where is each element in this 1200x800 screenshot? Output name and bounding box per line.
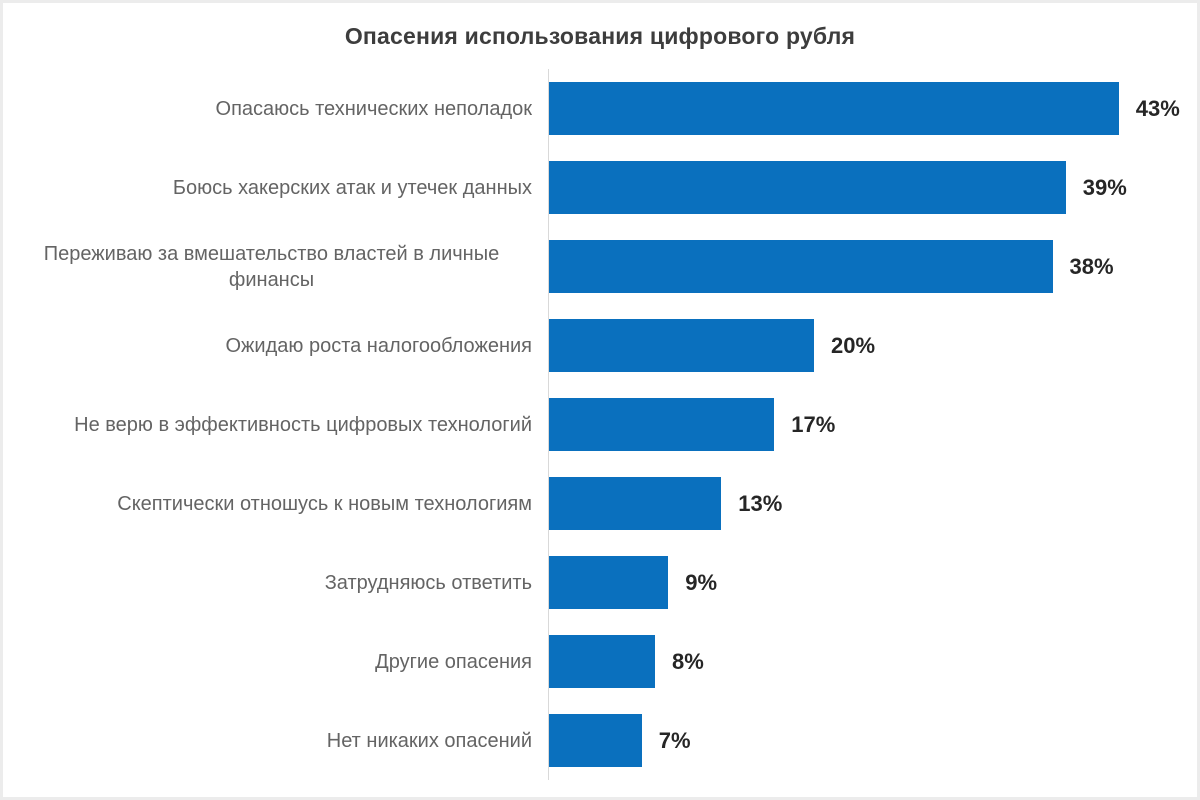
bars-container: Опасаюсь технических неполадок 43% Боюсь х… xyxy=(3,69,1197,780)
category-label-cell: Ожидаю роста налогообложения xyxy=(3,333,548,359)
bar-row: Ожидаю роста налогообложения 20% xyxy=(3,306,1197,385)
value-label: 7% xyxy=(658,727,691,753)
bar-cell: 8% xyxy=(548,622,1197,701)
bar xyxy=(549,398,775,451)
category-label: Затрудняюсь ответить xyxy=(324,571,532,594)
category-label-cell: Затрудняюсь ответить xyxy=(3,570,548,596)
bar-row: Нет никаких опасений 7% xyxy=(3,701,1197,780)
value-label: 43% xyxy=(1135,95,1180,121)
value-label: 39% xyxy=(1082,174,1127,200)
bar xyxy=(549,635,655,688)
bar-cell: 17% xyxy=(548,385,1197,464)
bar-row: Другие опасения 8% xyxy=(3,622,1197,701)
value-label: 20% xyxy=(831,332,876,358)
value-label: 13% xyxy=(738,490,783,516)
category-label-cell: Другие опасения xyxy=(3,649,548,675)
bar xyxy=(549,82,1119,135)
category-label: Ожидаю роста налогообложения xyxy=(225,334,532,357)
bar-row: Опасаюсь технических неполадок 43% xyxy=(3,69,1197,148)
bar-cell: 20% xyxy=(548,306,1197,385)
value-label: 17% xyxy=(791,411,836,437)
category-label: Не верю в эффективность цифровых техноло… xyxy=(74,413,532,436)
bar xyxy=(549,161,1066,214)
category-axis-line xyxy=(548,69,549,780)
value-label: 8% xyxy=(672,648,704,674)
value-label: 9% xyxy=(685,569,718,595)
bar-cell: 7% xyxy=(548,701,1197,780)
category-label: Другие опасения xyxy=(375,650,532,673)
category-label: Переживаю за вмешательство властей в лич… xyxy=(43,242,500,291)
category-label-cell: Переживаю за вмешательство властей в лич… xyxy=(3,241,548,293)
bar-row: Не верю в эффективность цифровых техноло… xyxy=(3,385,1197,464)
bar xyxy=(549,477,722,530)
category-label: Скептически отношусь к новым технологиям xyxy=(117,492,532,515)
category-label-cell: Нет никаких опасений xyxy=(3,728,548,754)
category-label: Боюсь хакерских атак и утечек данных xyxy=(172,176,532,199)
bar-cell: 38% xyxy=(548,227,1197,306)
bar xyxy=(549,240,1053,293)
bar-cell: 43% xyxy=(548,69,1197,148)
bar-row: Затрудняюсь ответить 9% xyxy=(3,543,1197,622)
bar xyxy=(549,319,814,372)
category-label-cell: Опасаюсь технических неполадок xyxy=(3,96,548,122)
chart-title: Опасения использования цифрового рубля xyxy=(344,22,856,49)
bar-row: Скептически отношусь к новым технологиям… xyxy=(3,464,1197,543)
bar-cell: 9% xyxy=(548,543,1197,622)
category-label: Нет никаких опасений xyxy=(326,729,532,752)
bar-cell: 39% xyxy=(548,148,1197,227)
category-label: Опасаюсь технических неполадок xyxy=(215,97,532,120)
category-label-cell: Боюсь хакерских атак и утечек данных xyxy=(3,175,548,201)
plot-area: Опасаюсь технических неполадок 43% Боюсь х… xyxy=(3,69,1197,780)
bar xyxy=(549,714,642,767)
category-label-cell: Скептически отношусь к новым технологиям xyxy=(3,491,548,517)
bar-cell: 13% xyxy=(548,464,1197,543)
bar-row: Переживаю за вмешательство властей в лич… xyxy=(3,227,1197,306)
category-label-cell: Не верю в эффективность цифровых техноло… xyxy=(3,412,548,438)
bar xyxy=(549,556,669,609)
bar-row: Боюсь хакерских атак и утечек данных 39% xyxy=(3,148,1197,227)
value-label: 38% xyxy=(1069,253,1114,279)
